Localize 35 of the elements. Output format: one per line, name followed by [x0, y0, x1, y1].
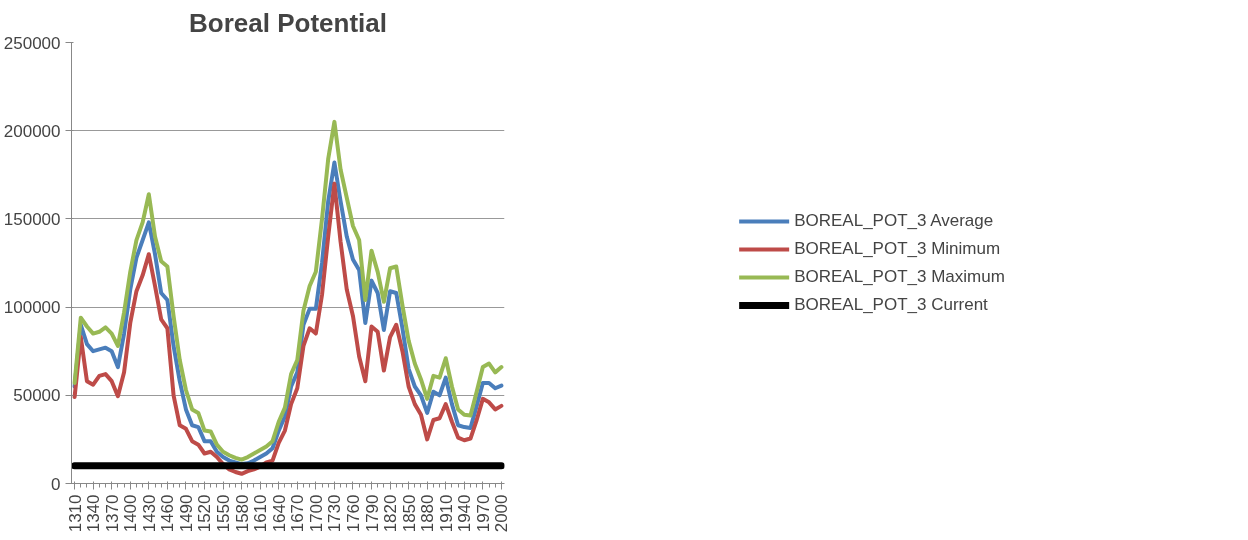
y-tick-label: 0 [51, 474, 61, 494]
legend-label: BOREAL_POT_3 Average [794, 210, 994, 231]
y-tick-label: 200000 [3, 121, 61, 141]
legend-label: BOREAL_POT_3 Minimum [794, 238, 1001, 259]
x-tick-label: 1700 [306, 494, 326, 533]
x-tick-label: 1970 [473, 494, 493, 533]
legend-label: BOREAL_POT_3 Maximum [794, 266, 1005, 287]
x-tick-label: 1910 [436, 494, 456, 533]
x-tick-label: 1790 [362, 494, 382, 533]
legend-label: BOREAL_POT_3 Current [794, 294, 988, 315]
x-tick-label: 1820 [381, 494, 401, 533]
x-tick-label: 1550 [214, 494, 234, 533]
x-tick-label: 1850 [399, 494, 419, 533]
x-tick-label: 1400 [121, 494, 141, 533]
x-tick-label: 1340 [84, 494, 104, 533]
x-tick-label: 1760 [343, 494, 363, 533]
y-tick-label: 250000 [3, 33, 61, 53]
x-tick-label: 1940 [455, 494, 475, 533]
x-tick-label: 1310 [65, 494, 85, 533]
y-tick-label: 100000 [3, 298, 61, 318]
y-tick-label: 150000 [3, 209, 61, 229]
x-tick-label: 1370 [102, 494, 122, 533]
x-tick-label: 1460 [158, 494, 178, 533]
x-tick-label: 2000 [492, 494, 512, 533]
x-tick-label: 1430 [139, 494, 159, 533]
x-tick-label: 1640 [269, 494, 289, 533]
y-tick-label: 50000 [13, 386, 61, 406]
x-tick-label: 1670 [288, 494, 308, 533]
x-tick-label: 1490 [176, 494, 196, 533]
x-tick-label: 1610 [251, 494, 271, 533]
x-tick-label: 1880 [418, 494, 438, 533]
chart-title: Boreal Potential [189, 7, 387, 38]
x-tick-label: 1580 [232, 494, 252, 533]
x-tick-label: 1520 [195, 494, 215, 533]
x-tick-label: 1730 [325, 494, 345, 533]
